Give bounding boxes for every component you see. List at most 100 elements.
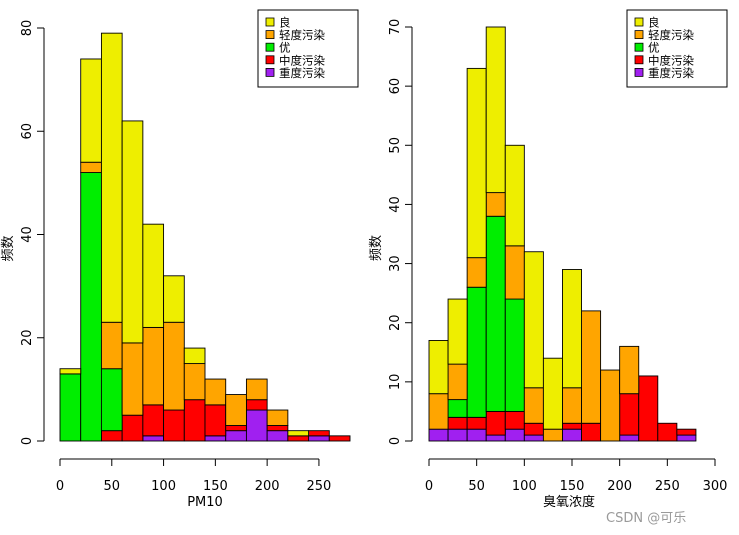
y-tick-label: 70 (388, 19, 403, 36)
bar-重度污染-bin-40 (466, 428, 487, 442)
bar-中度污染-bin-260 (676, 428, 697, 436)
x-tick-label: 250 (307, 479, 332, 494)
bar-轻度污染-bin-0 (428, 393, 449, 430)
x-tick-label: 100 (151, 479, 176, 494)
bar-中度污染-bin-40 (100, 430, 123, 442)
bar-中度污染-bin-220 (287, 435, 310, 442)
bar-良-bin-80 (142, 223, 165, 328)
bar-轻度污染-bin-40 (100, 321, 123, 370)
bar-良-bin-40 (466, 67, 487, 259)
y-tick-label: 10 (388, 374, 403, 391)
bar-轻度污染-bin-100 (523, 387, 544, 424)
x-tick-label: 300 (703, 479, 728, 494)
bar-轻度污染-bin-100 (163, 321, 185, 411)
bar-轻度污染-bin-180 (245, 378, 268, 401)
bar-优-bin-20 (447, 399, 468, 418)
legend-box (626, 9, 728, 88)
bar-中度污染-bin-80 (142, 404, 165, 437)
bar-重度污染-bin-20 (447, 428, 468, 442)
bar-轻度污染-bin-20 (80, 161, 102, 174)
pm10-histogram-panel: 0 20 40 60 80 频数 0 50 100 150 200 250 PM10 良轻度污染优中度污染… (1, 9, 359, 510)
bar-轻度污染-bin-140 (204, 378, 227, 406)
watermark: CSDN @可乐 (606, 511, 686, 526)
bar-中度污染-bin-80 (504, 410, 525, 430)
y-tick-label: 50 (388, 137, 403, 154)
bar-中度污染-bin-180 (245, 399, 268, 411)
bar-良-bin-140 (562, 269, 582, 389)
bar-中度污染-bin-100 (523, 422, 544, 436)
bar-重度污染-bin-60 (485, 434, 506, 442)
bar-中度污染-bin-60 (121, 414, 144, 442)
y-tick-label: 20 (20, 329, 35, 346)
x-tick-label: 250 (655, 479, 680, 494)
bar-良-bin-0 (428, 340, 449, 395)
legend-label: 良 (279, 16, 291, 30)
legend-label: 优 (279, 41, 291, 55)
legend-swatch (265, 42, 275, 52)
bar-良-bin-20 (447, 298, 468, 365)
legend-swatch (265, 55, 275, 65)
bar-重度污染-bin-200 (266, 430, 289, 442)
bar-轻度污染-bin-60 (485, 192, 506, 217)
legend-box (257, 9, 359, 88)
x-tick-label: 200 (607, 479, 632, 494)
legend-label: 重度污染 (648, 66, 694, 80)
y-axis-label: 频数 (1, 235, 16, 261)
y-tick-label: 0 (20, 437, 35, 445)
bar-重度污染-bin-80 (504, 428, 525, 442)
legend-label: 中度污染 (279, 53, 325, 67)
bar-优-bin-80 (504, 298, 525, 412)
bar-轻度污染-bin-160 (581, 310, 602, 424)
y-axis-label: 频数 (369, 235, 384, 261)
bar-优-bin-40 (100, 368, 123, 432)
bar-轻度污染-bin-160 (225, 394, 247, 426)
y-tick-label: 60 (20, 123, 35, 140)
bar-良-bin-60 (121, 120, 144, 344)
legend-label: 良 (648, 16, 660, 30)
legend-swatch (265, 17, 275, 27)
bar-重度污染-bin-200 (619, 434, 640, 442)
bar-重度污染-bin-80 (142, 435, 165, 442)
x-tick-label: 50 (104, 479, 121, 494)
y-tick-label: 60 (388, 78, 403, 95)
legend-label: 轻度污染 (648, 28, 694, 42)
bar-中度污染-bin-220 (638, 375, 659, 442)
bar-轻度污染-bin-60 (121, 342, 144, 416)
bar-重度污染-bin-100 (523, 434, 544, 442)
bar-良-bin-120 (542, 357, 563, 430)
bar-良-bin-60 (485, 26, 506, 194)
bar-优-bin-0 (59, 373, 82, 442)
bar-轻度污染-bin-140 (562, 387, 582, 424)
bar-良-bin-100 (163, 275, 185, 323)
bar-轻度污染-bin-120 (183, 363, 206, 401)
bar-重度污染-bin-160 (225, 430, 247, 442)
bar-良-bin-220 (287, 430, 310, 437)
bar-良-bin-100 (523, 251, 544, 389)
legend-swatch (634, 55, 644, 65)
legend-label: 优 (648, 41, 660, 55)
bar-良-bin-120 (183, 347, 206, 365)
bar-重度污染-bin-180 (245, 409, 268, 442)
bar-中度污染-bin-140 (562, 422, 582, 430)
bar-优-bin-40 (466, 286, 487, 418)
bar-中度污染-bin-240 (657, 422, 678, 442)
bar-重度污染-bin-260 (676, 434, 697, 442)
bar-中度污染-bin-240 (308, 430, 330, 437)
y-tick-label: 40 (20, 226, 35, 243)
bar-重度污染-bin-240 (308, 435, 330, 442)
x-tick-label: 150 (203, 479, 228, 494)
bar-优-bin-20 (80, 172, 102, 442)
bar-中度污染-bin-200 (266, 425, 289, 432)
bar-重度污染-bin-140 (562, 428, 582, 442)
bar-中度污染-bin-60 (485, 410, 506, 436)
x-axis-label: PM10 (187, 495, 223, 510)
bar-中度污染-bin-160 (225, 425, 247, 432)
bar-轻度污染-bin-40 (466, 257, 487, 288)
x-tick-label: 50 (468, 479, 485, 494)
y-tick-label: 80 (20, 20, 35, 37)
bar-重度污染-bin-0 (428, 428, 449, 442)
bar-轻度污染-bin-80 (142, 326, 165, 406)
